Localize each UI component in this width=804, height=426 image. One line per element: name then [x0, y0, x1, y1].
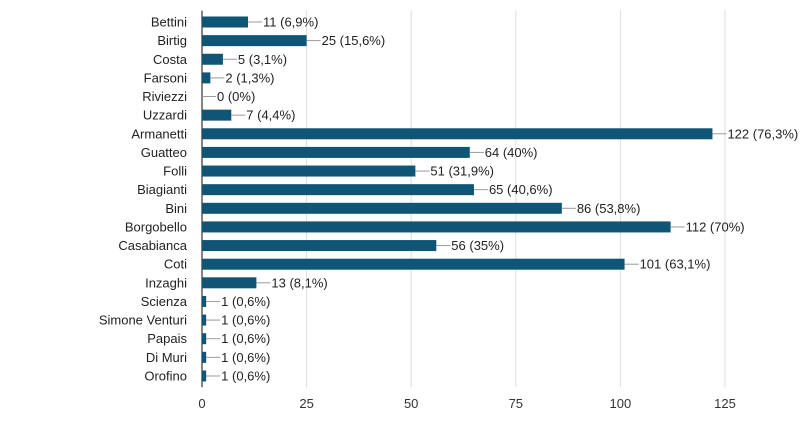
gridlines — [201, 10, 726, 388]
data-label: 1 (0,6%) — [221, 368, 270, 383]
category-label: Inzaghi — [145, 275, 187, 290]
bar — [202, 35, 307, 47]
data-label: 112 (70%) — [686, 219, 745, 234]
category-label: Simone Venturi — [99, 313, 187, 328]
data-label: 86 (53,8%) — [577, 201, 641, 216]
x-tick-label: 0 — [198, 396, 205, 411]
data-label: 65 (40,6%) — [489, 182, 553, 197]
x-tick-label: 75 — [509, 396, 523, 411]
data-label: 64 (40%) — [485, 145, 538, 160]
bar — [202, 53, 223, 65]
data-label: 122 (76,3%) — [727, 126, 798, 141]
data-label: 7 (4,4%) — [246, 108, 295, 123]
data-label: 51 (31,9%) — [430, 164, 494, 179]
bar — [202, 258, 625, 270]
data-label: 5 (3,1%) — [238, 52, 287, 67]
category-label: Papais — [147, 331, 187, 346]
bar — [202, 72, 211, 84]
data-label: 1 (0,6%) — [221, 331, 270, 346]
category-label: Borgobello — [125, 219, 187, 234]
bar — [202, 240, 437, 252]
data-label: 1 (0,6%) — [221, 294, 270, 309]
category-label: Orofino — [144, 368, 187, 383]
data-label: 1 (0,6%) — [221, 350, 270, 365]
bar — [202, 146, 470, 158]
category-label: Bettini — [151, 15, 187, 30]
data-label: 0 (0%) — [217, 89, 255, 104]
category-label: Bini — [165, 201, 187, 216]
bar — [202, 16, 249, 28]
bar — [202, 333, 207, 345]
category-label: Uzzardi — [143, 108, 187, 123]
category-label: Folli — [163, 164, 187, 179]
category-label: Guatteo — [141, 145, 187, 160]
bar — [202, 202, 562, 214]
data-label: 56 (35%) — [451, 238, 504, 253]
category-label: Costa — [153, 52, 188, 67]
category-label: Birtig — [157, 33, 187, 48]
x-tick-label: 125 — [714, 396, 736, 411]
category-label: Biagianti — [137, 182, 187, 197]
bars — [202, 16, 727, 382]
data-label: 11 (6,9%) — [263, 15, 318, 30]
x-axis-ticks: 0 25 50 75 100 125 — [198, 396, 735, 411]
labels: Bettini 11 (6,9%) Birtig 25 (15,6%) Costa 5 (… — [99, 15, 798, 384]
category-label: Riviezzi — [142, 89, 187, 104]
data-label: 25 (15,6%) — [322, 33, 386, 48]
bar — [202, 128, 713, 140]
bar — [202, 165, 416, 177]
x-tick-label: 25 — [299, 396, 313, 411]
bar — [202, 109, 232, 121]
bar — [202, 277, 257, 289]
bar — [202, 351, 207, 363]
category-label: Casabianca — [118, 238, 187, 253]
bar — [202, 295, 207, 307]
category-label: Farsoni — [144, 70, 187, 85]
category-label: Armanetti — [131, 126, 187, 141]
category-label: Di Muri — [146, 350, 187, 365]
category-label: Scienza — [141, 294, 188, 309]
category-label: Coti — [164, 257, 187, 272]
data-label: 13 (8,1%) — [271, 275, 327, 290]
bar — [202, 370, 207, 382]
x-tick-label: 100 — [610, 396, 632, 411]
data-label: 101 (63,1%) — [640, 257, 711, 272]
data-label: 2 (1,3%) — [225, 70, 274, 85]
bar — [202, 314, 207, 326]
x-tick-label: 50 — [404, 396, 418, 411]
bar — [202, 184, 474, 196]
data-label: 1 (0,6%) — [221, 313, 270, 328]
bar — [202, 221, 671, 233]
